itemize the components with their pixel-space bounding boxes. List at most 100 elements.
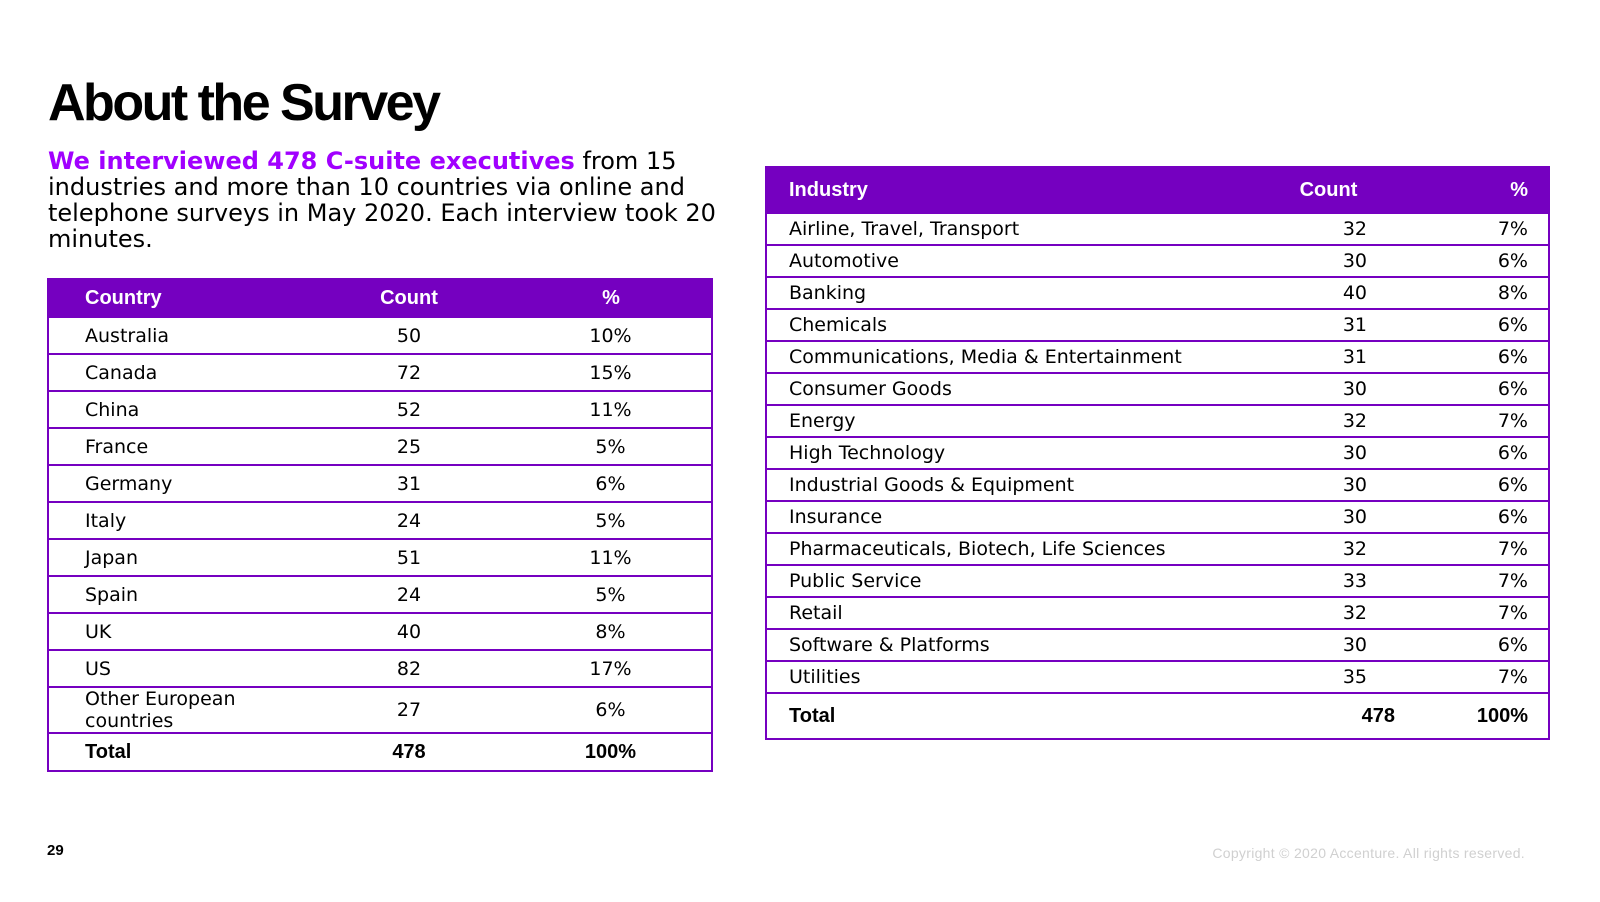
country-row: Canada 72 15% xyxy=(47,354,713,392)
percent-cell: 6% xyxy=(1407,629,1550,662)
name-cell: Airline, Travel, Transport xyxy=(765,213,1250,246)
country-table-body: Australia 50 10% Canada 72 15% China 52 11% Franc… xyxy=(47,317,713,772)
country-row: Other European countries 27 6% xyxy=(47,687,713,734)
industry-row: Insurance 30 6% xyxy=(765,501,1550,534)
name-cell: Banking xyxy=(765,277,1250,310)
country-row: France 25 5% xyxy=(47,428,713,466)
count-cell: 30 xyxy=(1250,373,1407,406)
count-cell: 24 xyxy=(308,576,510,614)
intro-body: from 15 industries and more than 10 coun… xyxy=(48,147,716,253)
industry-row: Utilities 35 7% xyxy=(765,661,1550,694)
industry-row: High Technology 30 6% xyxy=(765,437,1550,470)
country-row: China 52 11% xyxy=(47,391,713,429)
industry-row: Communications, Media & Entertainment 31 6… xyxy=(765,341,1550,374)
name-cell: Spain xyxy=(47,576,308,614)
industry-table-body: Airline, Travel, Transport 32 7% Automotive… xyxy=(765,213,1550,740)
name-cell: Other European countries xyxy=(47,687,308,734)
count-cell: 32 xyxy=(1250,213,1407,246)
count-cell: 27 xyxy=(308,687,510,734)
percent-cell: 17% xyxy=(510,650,713,688)
industry-row: Retail 32 7% xyxy=(765,597,1550,630)
percent-cell: 7% xyxy=(1407,405,1550,438)
percent-cell: 6% xyxy=(1407,341,1550,374)
name-cell: Chemicals xyxy=(765,309,1250,342)
name-cell: Consumer Goods xyxy=(765,373,1250,406)
percent-cell: 7% xyxy=(1407,661,1550,694)
total-row: Total 478 100% xyxy=(765,692,1550,740)
percent-cell: 7% xyxy=(1407,597,1550,630)
name-cell: Public Service xyxy=(765,565,1250,598)
industry-row: Banking 40 8% xyxy=(765,277,1550,310)
count-cell: 35 xyxy=(1250,661,1407,694)
count-cell: 32 xyxy=(1250,405,1407,438)
count-cell: 30 xyxy=(1250,245,1407,278)
industry-row: Chemicals 31 6% xyxy=(765,309,1550,342)
name-cell: France xyxy=(47,428,308,466)
industry-table: Industry Count % Airline, Travel, Transp… xyxy=(765,166,1550,740)
percent-cell: 15% xyxy=(510,354,713,392)
percent-cell: 6% xyxy=(1407,469,1550,502)
count-cell: 32 xyxy=(1250,597,1407,630)
percent-cell: 6% xyxy=(510,465,713,503)
count-cell: 51 xyxy=(308,539,510,577)
name-cell: Software & Platforms xyxy=(765,629,1250,662)
percent-cell: 6% xyxy=(510,687,713,734)
industry-row: Airline, Travel, Transport 32 7% xyxy=(765,213,1550,246)
percent-cell: 11% xyxy=(510,391,713,429)
total-count-cell: 478 xyxy=(308,732,510,772)
copyright-notice: Copyright © 2020 Accenture. All rights r… xyxy=(1212,845,1525,861)
percent-cell: 5% xyxy=(510,428,713,466)
country-table-header: Country Count % xyxy=(47,278,713,318)
count-cell: 25 xyxy=(308,428,510,466)
percent-cell: 6% xyxy=(1407,373,1550,406)
percent-cell: 5% xyxy=(510,576,713,614)
intro-text: We interviewed 478 C-suite executives fr… xyxy=(48,148,728,252)
name-cell: UK xyxy=(47,613,308,651)
count-cell: 30 xyxy=(1250,501,1407,534)
name-cell: Retail xyxy=(765,597,1250,630)
percent-cell: 8% xyxy=(510,613,713,651)
total-percent-cell: 100% xyxy=(510,732,713,772)
count-cell: 50 xyxy=(308,317,510,355)
total-row: Total 478 100% xyxy=(47,732,713,772)
count-cell: 24 xyxy=(308,502,510,540)
name-cell: Communications, Media & Entertainment xyxy=(765,341,1250,374)
column-header-count: Count xyxy=(307,278,511,318)
count-cell: 30 xyxy=(1250,469,1407,502)
country-row: Germany 31 6% xyxy=(47,465,713,503)
name-cell: China xyxy=(47,391,308,429)
count-cell: 33 xyxy=(1250,565,1407,598)
name-cell: Canada xyxy=(47,354,308,392)
name-cell: Energy xyxy=(765,405,1250,438)
industry-table-header: Industry Count % xyxy=(765,166,1550,214)
percent-cell: 5% xyxy=(510,502,713,540)
name-cell: US xyxy=(47,650,308,688)
count-cell: 31 xyxy=(308,465,510,503)
column-header-percent: % xyxy=(509,278,713,318)
count-cell: 40 xyxy=(1250,277,1407,310)
name-cell: Utilities xyxy=(765,661,1250,694)
intro-highlight: We interviewed 478 C-suite executives xyxy=(48,147,575,175)
count-cell: 72 xyxy=(308,354,510,392)
country-row: Japan 51 11% xyxy=(47,539,713,577)
count-cell: 30 xyxy=(1250,629,1407,662)
percent-cell: 7% xyxy=(1407,533,1550,566)
count-cell: 31 xyxy=(1250,309,1407,342)
percent-cell: 11% xyxy=(510,539,713,577)
percent-cell: 6% xyxy=(1407,501,1550,534)
page-title: About the Survey xyxy=(48,74,441,132)
percent-cell: 8% xyxy=(1407,277,1550,310)
column-header-percent: % xyxy=(1406,166,1550,214)
total-name-cell: Total xyxy=(47,732,308,772)
percent-cell: 7% xyxy=(1407,213,1550,246)
country-row: US 82 17% xyxy=(47,650,713,688)
percent-cell: 6% xyxy=(1407,309,1550,342)
count-cell: 40 xyxy=(308,613,510,651)
column-header-country: Country xyxy=(47,278,309,318)
page-number: 29 xyxy=(47,842,64,859)
count-cell: 82 xyxy=(308,650,510,688)
percent-cell: 6% xyxy=(1407,437,1550,470)
percent-cell: 10% xyxy=(510,317,713,355)
column-header-count: Count xyxy=(1249,166,1408,214)
country-row: Italy 24 5% xyxy=(47,502,713,540)
